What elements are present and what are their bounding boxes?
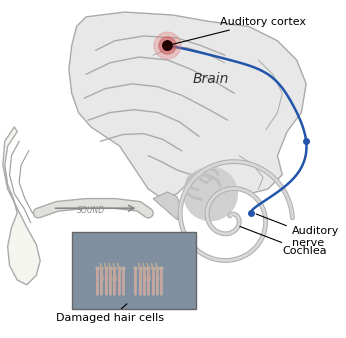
Text: Auditory cortex: Auditory cortex bbox=[170, 17, 306, 45]
FancyBboxPatch shape bbox=[72, 232, 196, 309]
Polygon shape bbox=[3, 127, 40, 285]
Text: Cochlea: Cochlea bbox=[240, 226, 327, 256]
Text: Auditory
nerve: Auditory nerve bbox=[256, 214, 339, 248]
Circle shape bbox=[163, 41, 172, 50]
Polygon shape bbox=[153, 192, 182, 220]
Circle shape bbox=[184, 167, 237, 221]
Circle shape bbox=[159, 37, 176, 54]
Text: Damaged hair cells: Damaged hair cells bbox=[56, 304, 164, 323]
Text: SOUND: SOUND bbox=[77, 206, 105, 215]
Polygon shape bbox=[69, 12, 306, 199]
Circle shape bbox=[154, 32, 181, 59]
Text: Brain: Brain bbox=[192, 72, 229, 86]
